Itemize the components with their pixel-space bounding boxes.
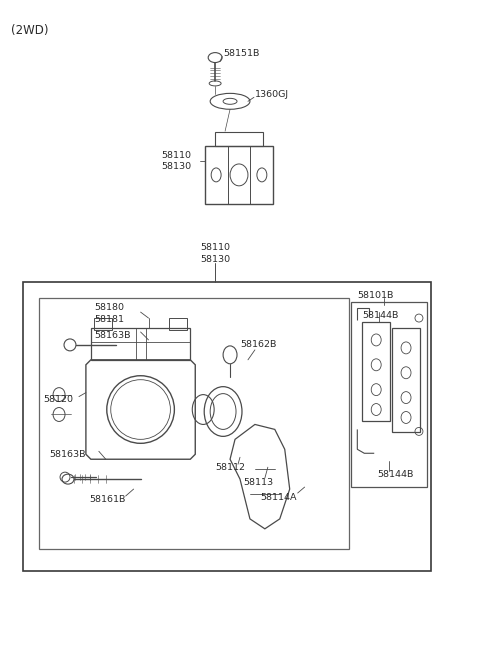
Text: 58151B: 58151B [223, 49, 260, 58]
Bar [94, 318, 112, 330]
Text: 1360GJ: 1360GJ [255, 90, 289, 99]
Text: 58110: 58110 [200, 243, 230, 252]
Text: 58161B: 58161B [89, 495, 125, 504]
Bar [23, 282, 431, 571]
Text: 58101B: 58101B [357, 291, 394, 300]
Text: 58163B: 58163B [49, 450, 85, 459]
Bar [91, 328, 190, 359]
Text: 58130: 58130 [161, 163, 192, 171]
Text: 58163B: 58163B [94, 331, 131, 340]
Text: (2WD): (2WD) [12, 24, 49, 37]
Text: 58144B: 58144B [377, 470, 414, 479]
Bar [392, 328, 420, 432]
Text: 58110: 58110 [161, 150, 192, 159]
Text: 58180: 58180 [94, 302, 124, 312]
Text: 58114A: 58114A [260, 493, 296, 502]
Bar [205, 146, 273, 204]
Bar [351, 302, 427, 487]
Text: 58113: 58113 [243, 478, 273, 487]
Text: 58162B: 58162B [240, 340, 276, 350]
Bar [362, 322, 390, 421]
Bar [39, 298, 349, 548]
Bar [215, 132, 263, 146]
Text: 58112: 58112 [215, 462, 245, 472]
Text: 58144B: 58144B [362, 310, 399, 319]
Text: 58120: 58120 [43, 395, 73, 404]
Text: 58130: 58130 [200, 255, 230, 264]
Text: 58181: 58181 [94, 315, 124, 323]
Bar [169, 318, 187, 330]
